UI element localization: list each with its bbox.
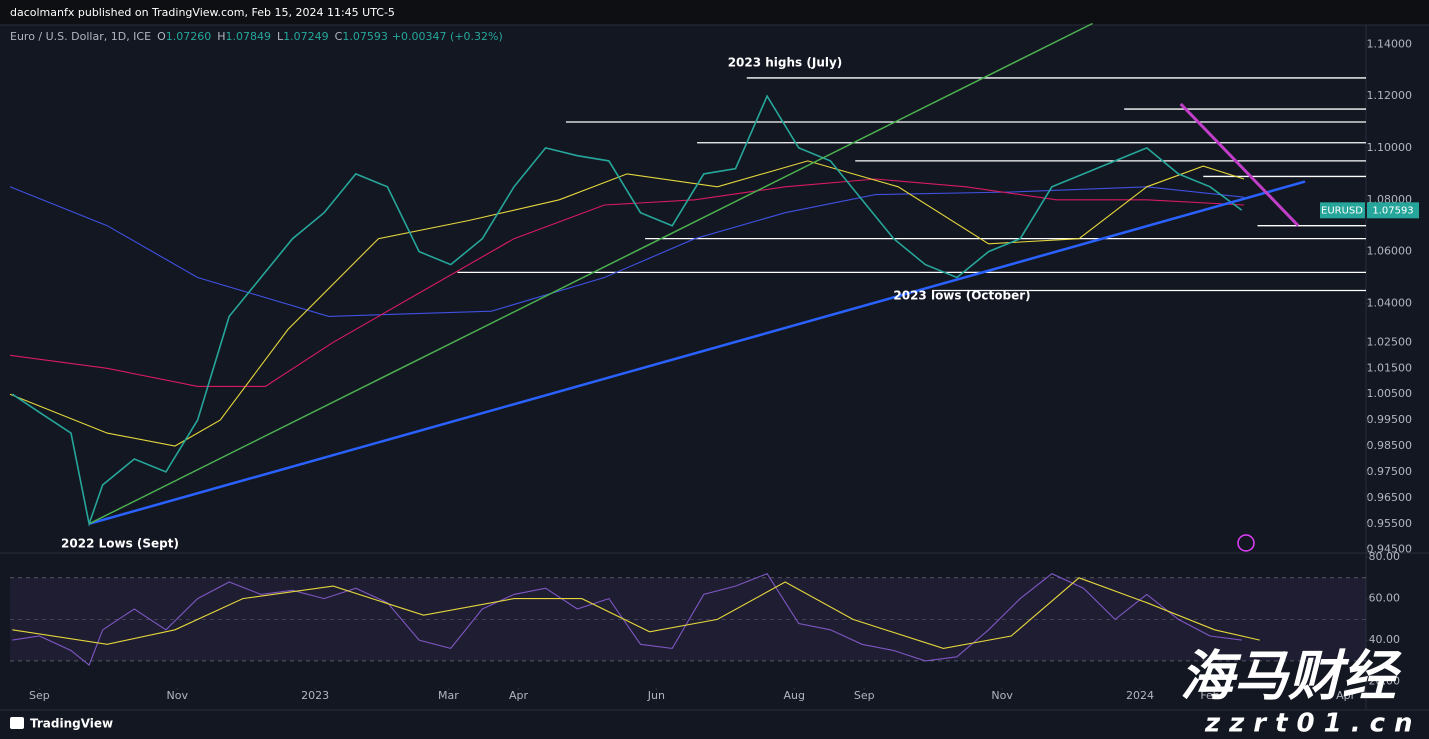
ohlc-label: H [217, 30, 225, 43]
series-line [9, 186, 1245, 317]
y-tick-label: 0.99500 [1367, 413, 1413, 426]
x-tick-label: Nov [167, 689, 189, 702]
y-tick-label: 0.96500 [1367, 491, 1413, 504]
top-bar [0, 0, 1429, 25]
series-line [12, 577, 1260, 649]
series-line [11, 94, 1243, 527]
y-tick-label: 60.00 [1369, 592, 1401, 605]
annotation: 2023 lows (October) [893, 289, 1030, 303]
ohlc-label: O [157, 30, 166, 43]
y-tick-label: 1.01500 [1367, 361, 1413, 374]
annotation: 2023 highs (July) [728, 56, 843, 70]
y-tick-label: 0.97500 [1367, 465, 1413, 478]
x-tick-label: 2024 [1126, 689, 1154, 702]
ohlc-label: L [277, 30, 284, 43]
ohlc-value: 1.07593 [342, 30, 388, 43]
x-tick-label: Feb [1200, 689, 1219, 702]
x-tick-label: Jun [647, 689, 665, 702]
y-tick-label: 1.14000 [1367, 37, 1413, 50]
x-tick-label: Aug [783, 689, 804, 702]
trendline [1179, 102, 1300, 227]
ohlc-value: 1.07260 [166, 30, 212, 43]
x-tick-label: Nov [991, 689, 1013, 702]
y-tick-label: 1.10000 [1367, 141, 1413, 154]
brand: TradingView [30, 717, 113, 731]
y-tick-label: 1.12000 [1367, 89, 1413, 102]
x-tick-label: Sep [29, 689, 50, 702]
y-tick-label: 1.04000 [1367, 296, 1413, 309]
ohlc-value: 1.07849 [226, 30, 272, 43]
series-line [9, 178, 1245, 387]
y-tick-label: 80.00 [1369, 550, 1401, 563]
y-tick-label: 1.02500 [1367, 335, 1413, 348]
x-tick-label: Apr [509, 689, 529, 702]
event-icon[interactable] [1237, 534, 1255, 552]
y-tick-label: 20.00 [1369, 675, 1401, 688]
x-tick-label: Apr [1336, 689, 1356, 702]
change: +0.00347 (+0.32%) [392, 30, 503, 43]
y-tick-label: 1.06000 [1367, 245, 1413, 258]
watermark-url: zzrt01.cn [1204, 709, 1422, 739]
price-badge [1367, 202, 1419, 219]
trendline [88, 180, 1306, 526]
x-tick-label: Mar [438, 689, 459, 702]
trendline [88, 22, 1093, 525]
series-line [9, 160, 1245, 447]
annotation: 2022 Lows (Sept) [61, 537, 179, 551]
watermark-title: 海马财经 [1180, 645, 1402, 708]
last-price: 1.07593 [1372, 205, 1413, 216]
x-tick-label: 2023 [301, 689, 329, 702]
y-tick-label: 0.94500 [1367, 543, 1413, 556]
series-line [12, 573, 1242, 667]
symbol-badge [1320, 202, 1365, 219]
y-tick-label: 1.00500 [1367, 387, 1413, 400]
symbol-line: Euro / U.S. Dollar, 1D, ICE O1.07260 H1.07… [10, 30, 503, 43]
symbol: Euro / U.S. Dollar, 1D, ICE [10, 30, 151, 43]
publisher: dacolmanfx published on TradingView.com,… [10, 6, 395, 19]
y-tick-label: 0.95500 [1367, 517, 1413, 530]
x-tick-label: Sep [854, 689, 875, 702]
y-tick-label: 0.98500 [1367, 439, 1413, 452]
ohlc-label: C [335, 30, 343, 43]
y-tick-label: 40.00 [1369, 633, 1401, 646]
symbol-label: EURUSD [1321, 205, 1363, 216]
ohlc-value: 1.07249 [283, 30, 329, 43]
logo [10, 717, 24, 729]
